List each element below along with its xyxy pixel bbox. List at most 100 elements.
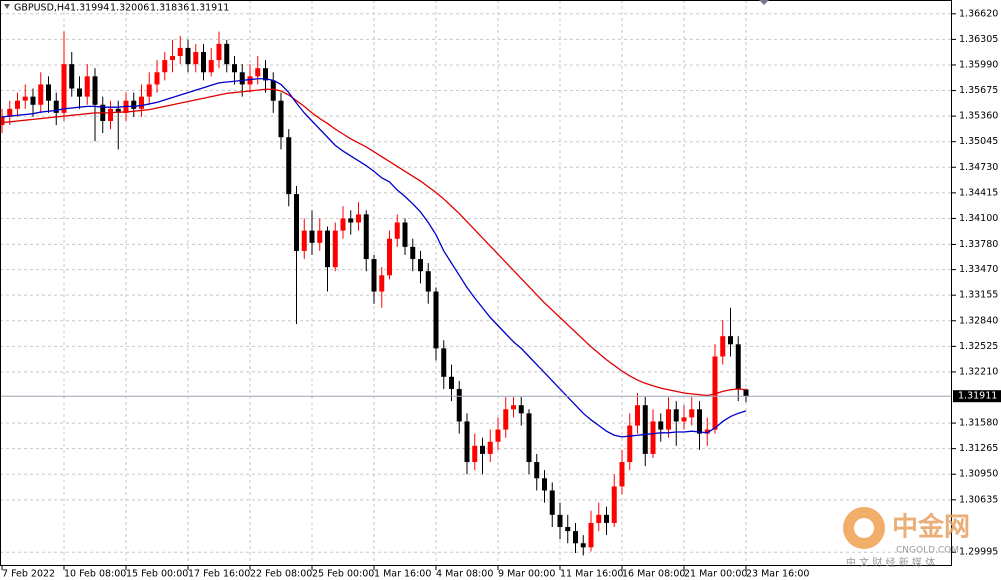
candle-body [735,344,741,390]
candle-body [146,84,152,97]
watermark-slogan: 中 文 财 经 新 媒 体 [846,556,935,569]
y-tick-label: 1.32840 [959,315,998,326]
candle-body [46,84,51,101]
candle-body [348,218,354,223]
candle-body [270,80,276,101]
x-tick-label: 1 Mar 16:00 [374,569,431,580]
y-tick-label: 1.34415 [959,187,998,198]
candle-body [53,100,59,113]
candle-body [518,405,524,414]
candle-body [170,56,175,61]
candle-body [317,230,323,243]
candle-body [115,108,121,113]
candle-body [542,478,547,491]
y-tick-label: 1.31580 [959,418,998,429]
y-tick-label: 1.35360 [959,111,998,122]
x-tick-label: 4 Mar 08:00 [436,569,493,580]
candle-body [371,259,377,292]
candle-body [239,72,245,85]
candle-body [185,47,191,65]
candle-body [193,51,199,65]
shift-marker [759,0,769,5]
x-tick-label: 7 Feb 2022 [2,569,55,580]
plot-frame [0,0,952,566]
candle-body [480,445,485,454]
x-tick-label: 25 Feb 00:00 [312,569,374,580]
candle-body [604,514,609,523]
x-tick-label: 15 Feb 00:00 [126,569,188,580]
y-tick-label: 1.36620 [959,8,998,19]
candle-body [666,409,671,430]
y-tick-label: 1.30950 [959,469,998,480]
candle-body [658,421,664,430]
candle-body [92,76,98,105]
candle-body [449,376,454,389]
candle-body [573,531,578,544]
candle-body [69,64,75,89]
candle-body [139,96,144,109]
header-open: 1.31994 [70,3,109,14]
watermark-logo-inner [854,518,874,538]
candle-body [557,514,563,528]
candle-body [425,271,431,292]
candle-body [526,413,532,463]
x-tick-label: 23 Mar 16:00 [746,569,809,580]
x-tick-label: 10 Feb 08:00 [64,569,126,580]
header-low: 1.31836 [150,3,189,14]
candle-body [286,137,292,195]
header-icon [4,4,10,9]
candle-body [379,275,385,292]
candle-body [255,68,261,77]
candle-body [201,51,206,73]
candle-body [642,405,648,454]
candle-body [433,291,439,349]
y-tick-label: 1.33470 [959,264,998,275]
y-tick-label: 1.29995 [959,547,998,558]
candle-body [580,543,586,548]
y-tick-label: 1.30635 [959,494,998,505]
candle-body [30,96,36,105]
candle-body [394,222,400,239]
y-tick-label: 1.34100 [959,213,998,224]
x-tick-label: 22 Feb 08:00 [250,569,312,580]
candle-body [309,230,315,243]
candle-body [363,214,369,260]
candle-body [208,60,214,73]
price-label: 1.31911 [958,391,997,402]
symbol: GBPUSD,H4 [14,3,70,14]
candle-body [340,218,346,231]
candle-body [681,417,687,422]
plot [0,31,952,556]
candle-body [456,388,462,422]
candle-body [224,43,230,65]
candle-body [356,214,361,223]
candle-body [588,522,594,548]
candle-body [418,259,423,272]
y-tick-label: 1.33780 [959,239,998,250]
candle-body [712,356,718,430]
header-close: 1.31911 [190,3,229,14]
y-tick-label: 1.34730 [959,162,998,173]
moving-average [1,88,747,397]
y-tick-label: 1.35990 [959,59,998,70]
moving-average [1,78,747,438]
grid [0,0,952,566]
candle-body [487,441,493,454]
candle-body [728,336,733,345]
candle-body [619,462,625,487]
candle-body [565,527,571,532]
candle-body [84,76,90,97]
axes: 1.36620 1.36305 1.35990 1.35675 1.35360 1.350… [1,8,1001,580]
candle-body [472,445,478,463]
candle-body [495,429,501,442]
x-tick-label: 11 Mar 16:00 [560,569,623,580]
candle-body [410,246,416,260]
y-tick-label: 1.36305 [959,34,998,45]
candle-body [549,490,555,515]
candle-body [232,64,237,73]
candle-body [162,60,168,73]
candle-body [0,116,5,126]
candle-body [108,108,113,121]
